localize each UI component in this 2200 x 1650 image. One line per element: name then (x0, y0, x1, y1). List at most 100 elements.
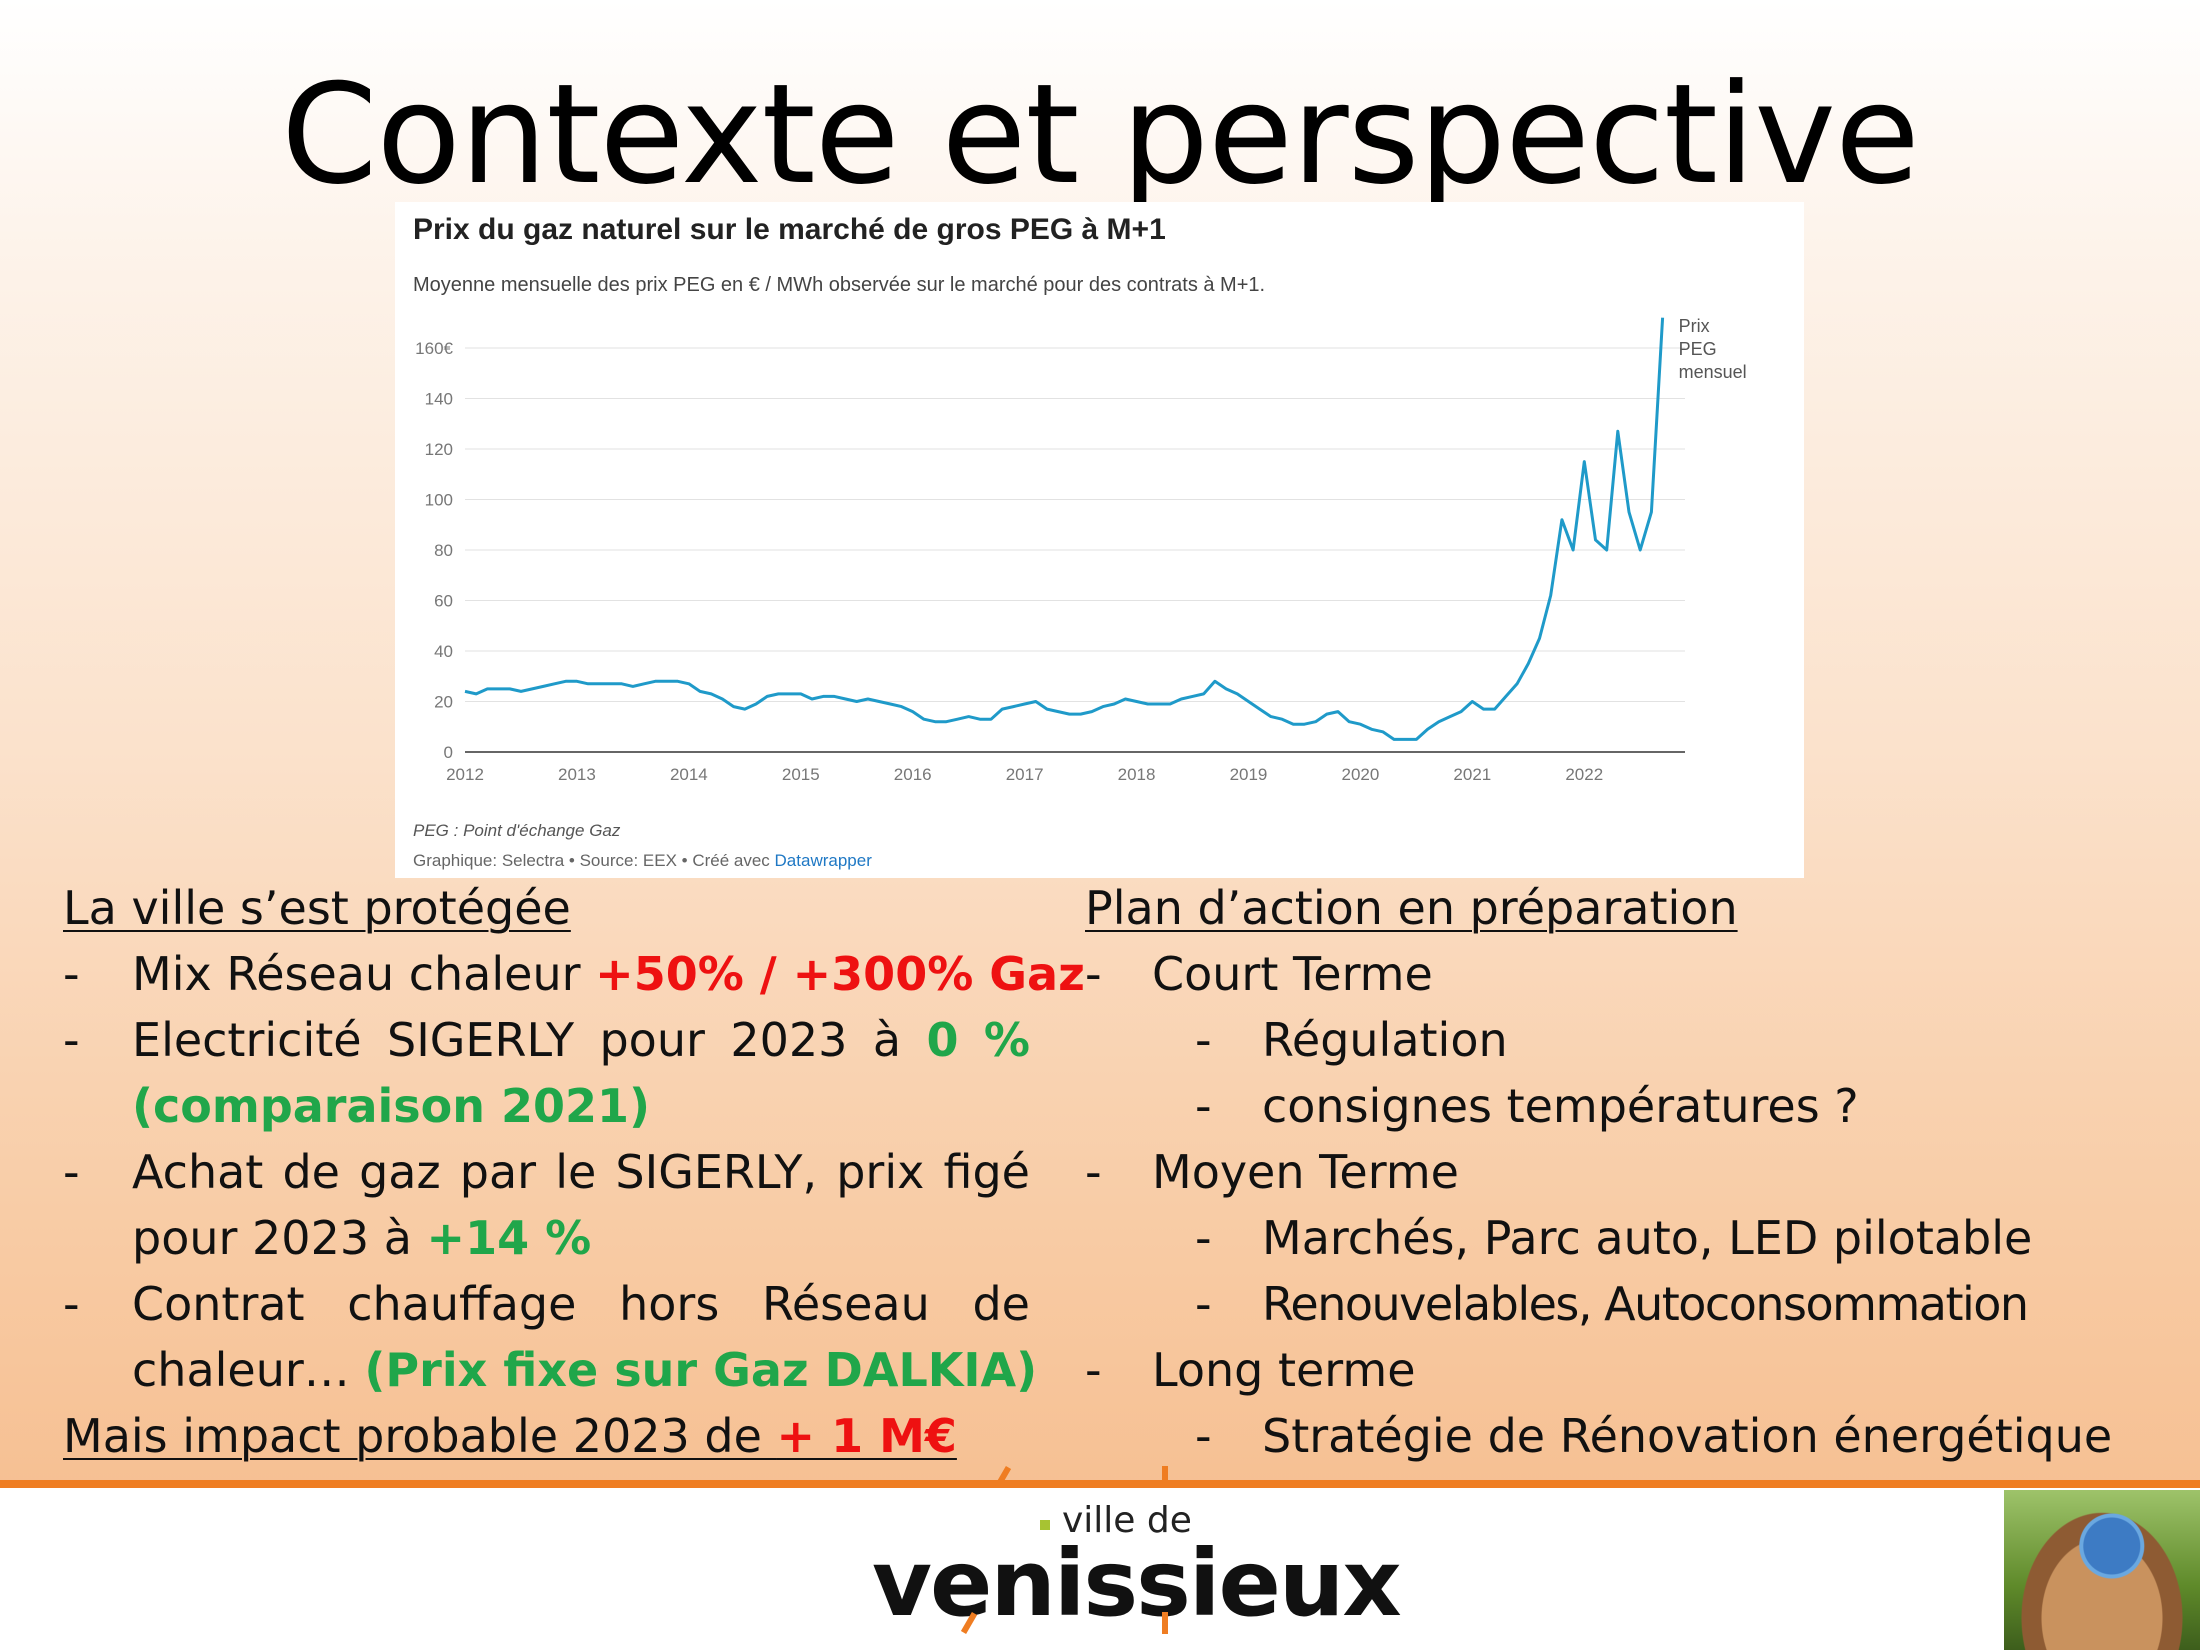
chart-x-tick-label: 2017 (1006, 765, 1044, 784)
chart-y-tick-label: 20 (434, 693, 453, 712)
bullet-text: Mix Réseau chaleur (132, 947, 596, 1001)
chart-series-label-line: Prix (1679, 316, 1710, 336)
chart-y-tick-label: 60 (434, 592, 453, 611)
bullet-dash: - (1195, 1079, 1212, 1133)
chart-footnote: PEG : Point d'échange Gaz (413, 821, 621, 840)
word: pour (599, 1013, 705, 1067)
word: le (555, 1145, 597, 1199)
bullet-achat-gaz: Achat de gaz par le SIGERLY, prix figé (132, 1139, 1030, 1205)
bullet-contrat-line2: chaleur… (Prix fixe sur Gaz DALKIA) (132, 1337, 1037, 1403)
chart-series-label: Prix PEG mensuel (1679, 316, 1747, 382)
impact-highlight: + 1 M€ (776, 1409, 957, 1463)
bullet-highlight: (Prix fixe sur Gaz DALKIA) (364, 1343, 1038, 1397)
bullet-dash: - (1195, 1277, 1212, 1331)
chart-x-ticks: 2012 2013 2014 2015 2016 2017 2018 2019 2020 2021… (446, 765, 1603, 784)
footer (0, 1488, 2200, 1650)
logo-dot (1040, 1520, 1050, 1530)
word: Achat (132, 1145, 264, 1199)
word: de (972, 1277, 1030, 1331)
slide-title: Contexte et perspective (281, 54, 1920, 215)
datawrapper-link[interactable]: Datawrapper (775, 851, 873, 870)
bullet-highlight: +14 % (426, 1211, 592, 1265)
word: à (872, 1013, 902, 1067)
chart-source-text: Graphique: Selectra • Source: EEX • Créé… (413, 851, 775, 870)
word: Electricité (132, 1013, 362, 1067)
word: chauffage (347, 1277, 577, 1331)
chart-x-tick-label: 2022 (1565, 765, 1603, 784)
word: hors (619, 1277, 720, 1331)
word: gaz (359, 1145, 441, 1199)
chart-source: Graphique: Selectra • Source: EEX • Créé… (413, 851, 872, 870)
bullet-text: pour 2023 à (132, 1211, 427, 1265)
chart-y-tick-label: 80 (434, 541, 453, 560)
chart-x-tick-label: 2016 (894, 765, 932, 784)
word: figé (943, 1145, 1030, 1199)
impact-text: Mais impact probable 2023 de (63, 1409, 777, 1463)
logo-accent-mark (1162, 1466, 1168, 1488)
right-heading: Plan d’action en préparation (1085, 881, 1738, 935)
chart-x-tick-label: 2020 (1341, 765, 1379, 784)
plan-subitem: Stratégie de Rénovation énergétique (1262, 1409, 2113, 1463)
plan-item: Court Terme (1152, 947, 1433, 1001)
plan-subitem: Marchés, Parc auto, LED pilotable (1262, 1211, 2033, 1265)
plan-item: Long terme (1152, 1343, 1416, 1397)
chart-x-tick-label: 2012 (446, 765, 484, 784)
word: Réseau (761, 1277, 930, 1331)
footer-rule (0, 1480, 2200, 1490)
bullet-dash: - (63, 1145, 80, 1199)
bullet-electricite: Electricité SIGERLY pour 2023 à 0 % (132, 1007, 1030, 1073)
chart-y-tick-label: 40 (434, 642, 453, 661)
word: Contrat (132, 1277, 305, 1331)
bullet-dash: - (1195, 1013, 1212, 1067)
earth-in-hands-photo (2004, 1490, 2200, 1650)
chart-y-tick-label: 140 (425, 390, 453, 409)
bullet-dash: - (63, 1013, 80, 1067)
bullet-dash: - (63, 1277, 80, 1331)
word: SIGERLY, (615, 1145, 818, 1199)
bullet-text: chaleur… (132, 1343, 365, 1397)
chart-y-tick-label: 100 (425, 491, 453, 510)
logo-accent-mark (1162, 1612, 1168, 1634)
gas-price-chart: Prix du gaz naturel sur le marché de gro… (395, 202, 1804, 878)
plan-subitem: consignes températures ? (1262, 1079, 1859, 1133)
chart-canvas: Prix du gaz naturel sur le marché de gro… (413, 213, 1747, 870)
chart-y-tick-label: 160€ (415, 339, 453, 358)
bullet-dash: - (1195, 1211, 1212, 1265)
bullet-highlight: % (983, 1013, 1030, 1067)
left-heading: La ville s’est protégée (63, 881, 571, 935)
chart-series-label-line: mensuel (1679, 362, 1747, 382)
chart-y-ticks: 0 20 40 60 80 100 120 140 160€ (415, 339, 453, 762)
chart-x-tick-label: 2018 (1118, 765, 1156, 784)
bullet-electricite-line2: (comparaison 2021) (132, 1079, 651, 1133)
chart-x-tick-label: 2014 (670, 765, 708, 784)
chart-x-tick-label: 2013 (558, 765, 596, 784)
chart-y-tick-label: 120 (425, 440, 453, 459)
bullet-highlight: 0 (926, 1013, 959, 1067)
logo-main-text: venissieux (872, 1530, 1402, 1637)
bullet-contrat: Contrat chauffage hors Réseau de (132, 1271, 1030, 1337)
chart-series-line (464, 317, 1665, 741)
bullet-dash: - (1195, 1409, 1212, 1463)
word: 2023 (730, 1013, 848, 1067)
word: SIGERLY (387, 1013, 575, 1067)
chart-gridlines (465, 347, 1685, 753)
bullet-dash: - (1085, 1343, 1102, 1397)
chart-y-tick-label: 0 (444, 743, 453, 762)
word: prix (836, 1145, 925, 1199)
bullet-dash: - (1085, 1145, 1102, 1199)
bullet-dash: - (63, 947, 80, 1001)
chart-series-label-line: PEG (1679, 339, 1717, 359)
word: de (282, 1145, 340, 1199)
word: par (459, 1145, 537, 1199)
plan-subitem: Régulation (1262, 1013, 1508, 1067)
logo-small-text: ville de (1062, 1500, 1192, 1541)
chart-x-tick-label: 2019 (1230, 765, 1268, 784)
chart-subtitle: Moyenne mensuelle des prix PEG en € / MW… (413, 274, 1265, 296)
chart-x-tick-label: 2015 (782, 765, 820, 784)
impact-line: Mais impact probable 2023 de + 1 M€ (63, 1403, 957, 1469)
chart-title: Prix du gaz naturel sur le marché de gro… (413, 213, 1166, 246)
chart-x-tick-label: 2021 (1453, 765, 1491, 784)
plan-item: Moyen Terme (1152, 1145, 1459, 1199)
bullet-mix-reseau: Mix Réseau chaleur +50% / +300% Gaz (132, 941, 1085, 1007)
plan-subitem: Renouvelables, Autoconsommation (1262, 1277, 2029, 1331)
